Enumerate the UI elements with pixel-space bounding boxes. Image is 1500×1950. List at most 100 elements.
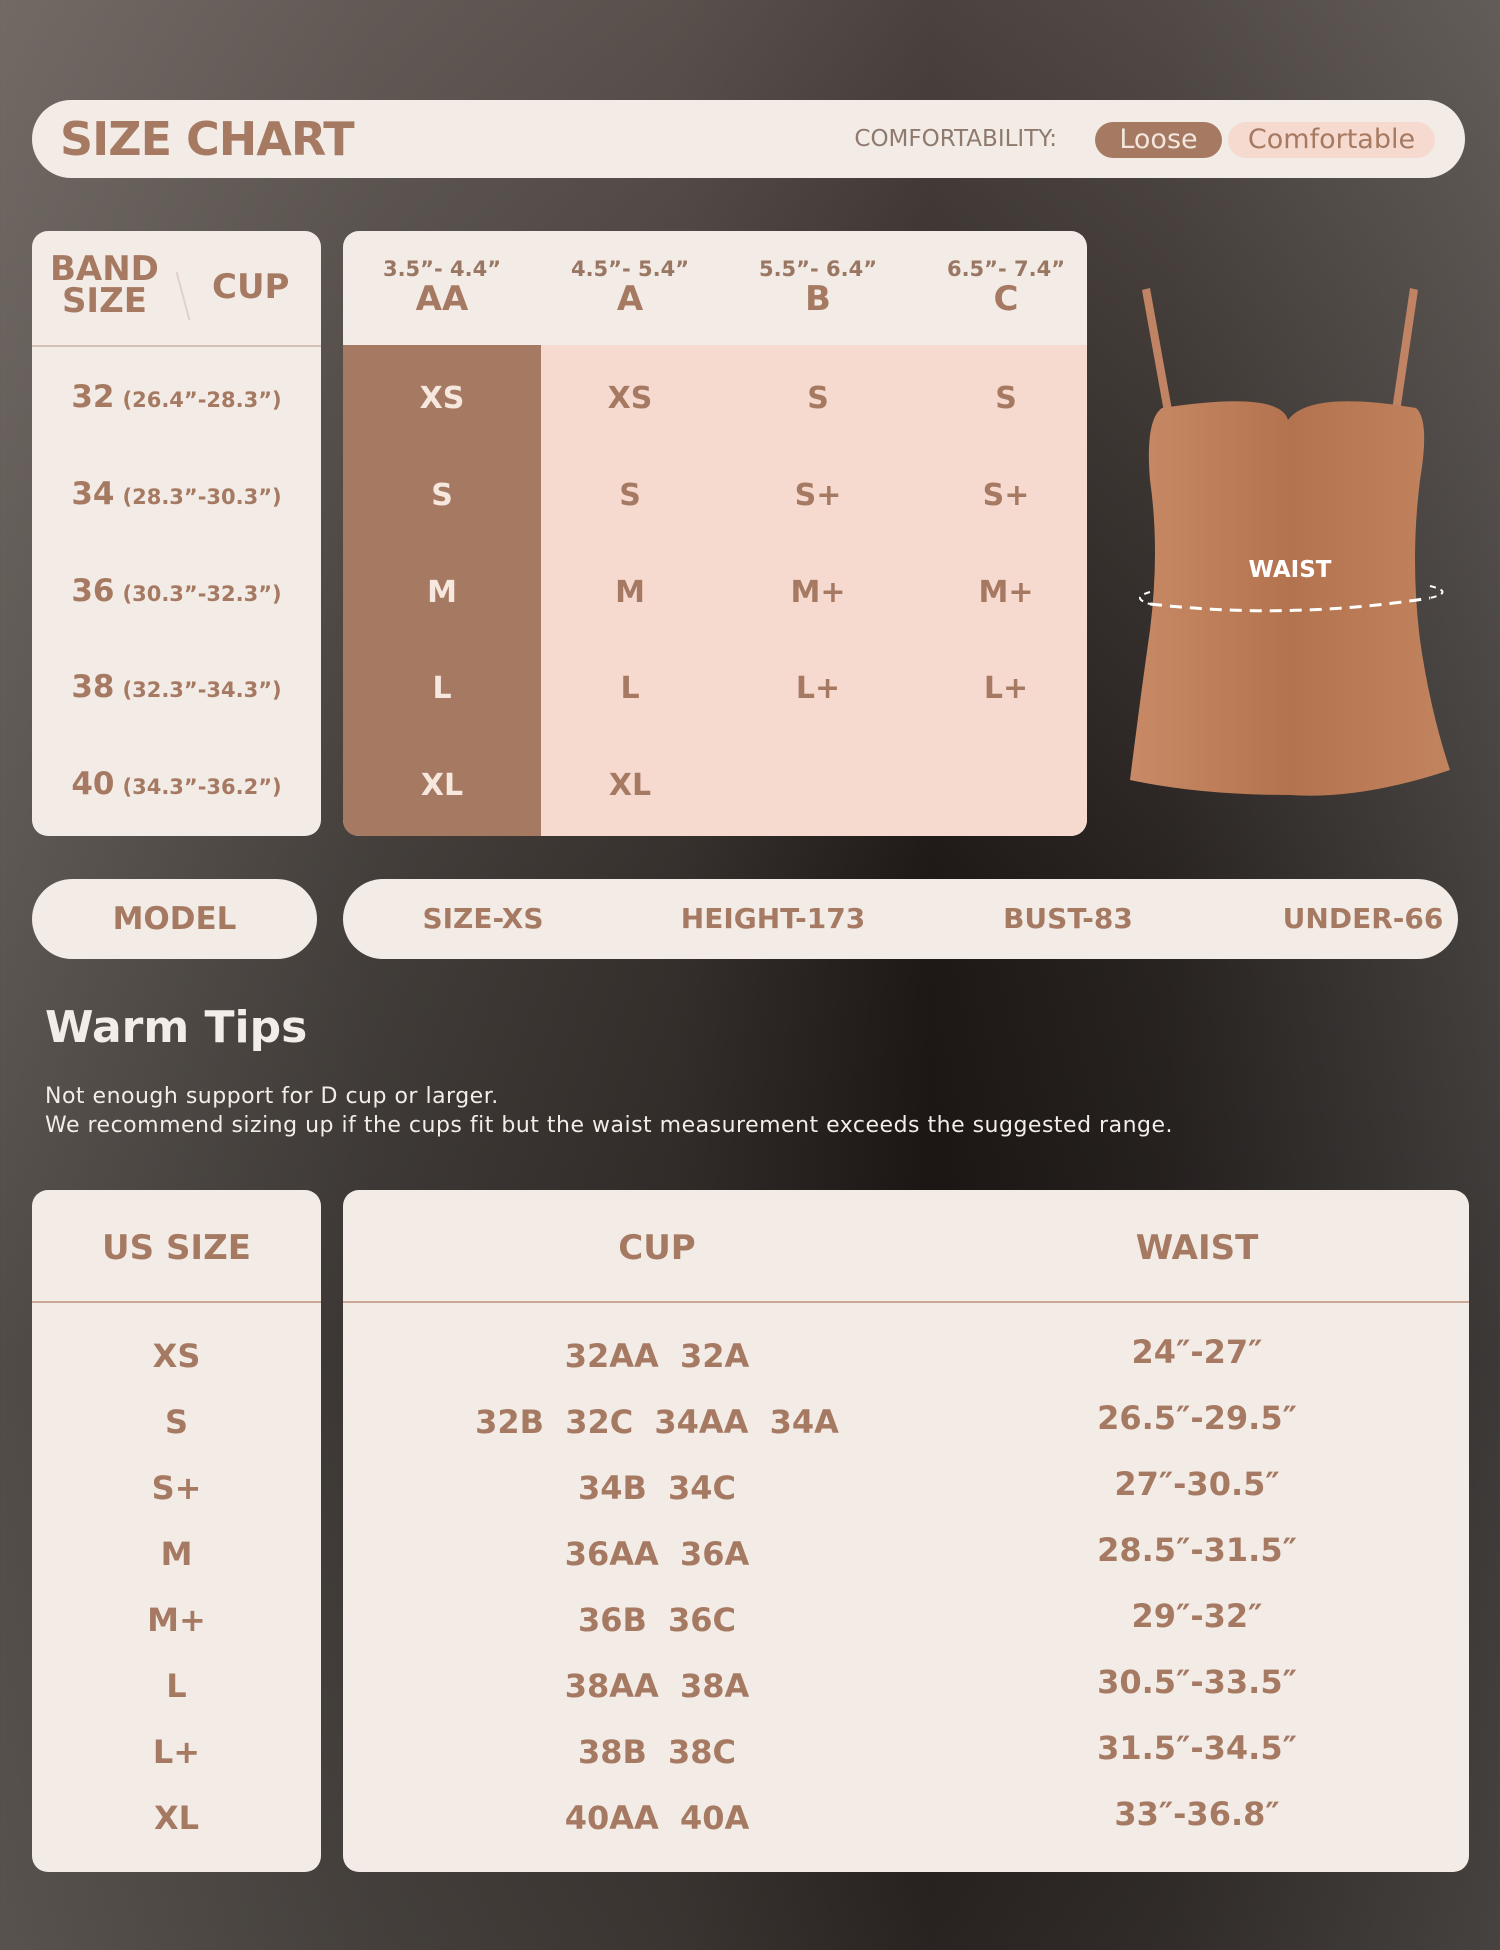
cup-cell: 40AA 40A xyxy=(564,1799,750,1837)
size-cell: S xyxy=(807,381,829,416)
size-cell: S xyxy=(431,478,453,513)
band-size-panel: BAND SIZE CUP 32 (26.4”-28.3”) 34 (28.3”-30… xyxy=(32,231,321,836)
cup-letter: C xyxy=(993,279,1019,319)
size-cell: L+ xyxy=(795,671,841,706)
cup-cell: 32B 32C 34AA 34A xyxy=(475,1403,839,1441)
legend-comfortable: Comfortable xyxy=(1228,122,1435,158)
size-cell: M+ xyxy=(978,575,1034,610)
band-range: (26.4”-28.3”) xyxy=(122,388,282,412)
cup-range: 6.5”- 7.4” xyxy=(946,257,1066,281)
size-cell: S+ xyxy=(794,478,842,513)
size-cell: M xyxy=(427,575,457,610)
band-range: (34.3”-36.2”) xyxy=(122,775,282,799)
band-range: (30.3”-32.3”) xyxy=(122,582,282,606)
us-size-cell: XS xyxy=(152,1337,201,1375)
cup-letter: A xyxy=(616,279,644,319)
legend-loose: Loose xyxy=(1095,122,1222,158)
comfortability-label: COMFORTABILITY: xyxy=(854,126,1057,152)
size-cell xyxy=(725,766,911,806)
cup-letter: AA xyxy=(415,279,469,319)
waist-cell: 29″-32″ xyxy=(1131,1597,1263,1635)
waist-label: WAIST xyxy=(1249,557,1332,583)
waist-cell: 26.5″-29.5″ xyxy=(1097,1399,1297,1437)
waist-cell: 27″-30.5″ xyxy=(1114,1465,1280,1503)
size-cell: L xyxy=(620,671,640,706)
divider xyxy=(32,345,321,347)
cup-heading: CUP xyxy=(212,267,290,307)
size-cell: XL xyxy=(420,768,464,803)
size-cell: S xyxy=(619,478,641,513)
model-label: MODEL xyxy=(32,879,317,959)
cup-cell: 38AA 38A xyxy=(564,1667,750,1705)
comfortable-area-bg xyxy=(541,345,1087,836)
waist-cell: 33″-36.8″ xyxy=(1114,1795,1280,1833)
header-bar: SIZE CHART COMFORTABILITY: Loose Comfort… xyxy=(32,100,1465,178)
size-label: SIZE xyxy=(61,281,147,321)
model-stats: SIZE-XS HEIGHT-173 BUST-83 UNDER-66 xyxy=(343,879,1458,959)
cup-cell: 36AA 36A xyxy=(564,1535,750,1573)
divider xyxy=(32,1301,321,1303)
cup-range: 4.5”- 5.4” xyxy=(570,257,690,281)
band-row: 34 (28.3”-30.3”) xyxy=(32,476,321,516)
band-row: 40 (34.3”-36.2”) xyxy=(32,766,321,806)
band-label: BAND xyxy=(50,249,159,289)
us-size-header: US SIZE xyxy=(102,1228,251,1268)
cup-cell: 32AA 32A xyxy=(564,1337,750,1375)
band-size: 40 xyxy=(71,766,115,802)
cup-header: CUP xyxy=(618,1228,696,1268)
us-size-cell: S xyxy=(164,1403,189,1441)
tip-line: Not enough support for D cup or larger. xyxy=(45,1084,499,1109)
warm-tips-title: Warm Tips xyxy=(45,1002,308,1053)
cup-column-header: 6.5”- 7.4” C xyxy=(913,231,1087,345)
tip-line: We recommend sizing up if the cups fit b… xyxy=(45,1113,1174,1138)
waist-cell: 31.5″-34.5″ xyxy=(1097,1729,1297,1767)
us-size-cell: XL xyxy=(153,1799,200,1837)
cup-range: 3.5”- 4.4” xyxy=(382,257,502,281)
loose-column-bg xyxy=(343,345,541,836)
model-size: SIZE-XS xyxy=(422,902,544,935)
size-cell: XS xyxy=(607,381,653,416)
size-cell xyxy=(913,766,1087,806)
cup-cell: 34B 34C xyxy=(577,1469,737,1507)
divider xyxy=(343,1301,1469,1303)
cup-column-header: 3.5”- 4.4” AA xyxy=(349,231,535,345)
model-height: HEIGHT-173 xyxy=(680,902,866,935)
waist-header: WAIST xyxy=(1135,1228,1259,1268)
band-range: (32.3”-34.3”) xyxy=(122,678,282,702)
us-size-panel: US SIZE XS S S+ M M+ L L+ XL xyxy=(32,1190,321,1872)
band-size-heading: BAND SIZE xyxy=(50,249,159,321)
cup-size-table: 3.5”- 4.4” AA 4.5”- 5.4” A 5.5”- 6.4” B 6.5”- … xyxy=(343,231,1087,836)
us-size-cell: L+ xyxy=(152,1733,201,1771)
tank-top-image: WAIST xyxy=(1130,288,1450,796)
cup-column-header: 4.5”- 5.4” A xyxy=(537,231,723,345)
size-cell: XL xyxy=(608,768,652,803)
cup-cell: 36B 36C xyxy=(577,1601,737,1639)
band-range: (28.3”-30.3”) xyxy=(122,485,282,509)
model-underbust: UNDER-66 xyxy=(1282,902,1444,935)
waist-cell: 30.5″-33.5″ xyxy=(1097,1663,1297,1701)
size-cell: L+ xyxy=(983,671,1029,706)
band-size: 34 xyxy=(71,476,115,512)
us-size-cell: M+ xyxy=(147,1601,206,1639)
model-bust: BUST-83 xyxy=(1003,902,1133,935)
band-row: 38 (32.3”-34.3”) xyxy=(32,669,321,709)
divider xyxy=(175,271,191,321)
band-row: 32 (26.4”-28.3”) xyxy=(32,379,321,419)
waist-cell: 24″-27″ xyxy=(1131,1333,1263,1371)
size-cell: S xyxy=(995,381,1017,416)
size-cell: XS xyxy=(419,381,465,416)
size-cell: S+ xyxy=(982,478,1030,513)
size-cell: M xyxy=(615,575,645,610)
band-size: 36 xyxy=(71,573,115,609)
us-size-cell: L xyxy=(166,1667,187,1705)
band-size: 32 xyxy=(71,379,115,415)
band-row: 36 (30.3”-32.3”) xyxy=(32,573,321,613)
cup-letter: B xyxy=(805,279,831,319)
us-size-cell: S+ xyxy=(151,1469,202,1507)
size-cell: L xyxy=(432,671,452,706)
cup-waist-panel: CUP WAIST 32AA 32A 24″-27″ 32B 32C 34AA 34… xyxy=(343,1190,1469,1872)
cup-cell: 38B 38C xyxy=(577,1733,737,1771)
page-title: SIZE CHART xyxy=(60,112,355,166)
cup-column-header: 5.5”- 6.4” B xyxy=(725,231,911,345)
band-size: 38 xyxy=(71,669,115,705)
